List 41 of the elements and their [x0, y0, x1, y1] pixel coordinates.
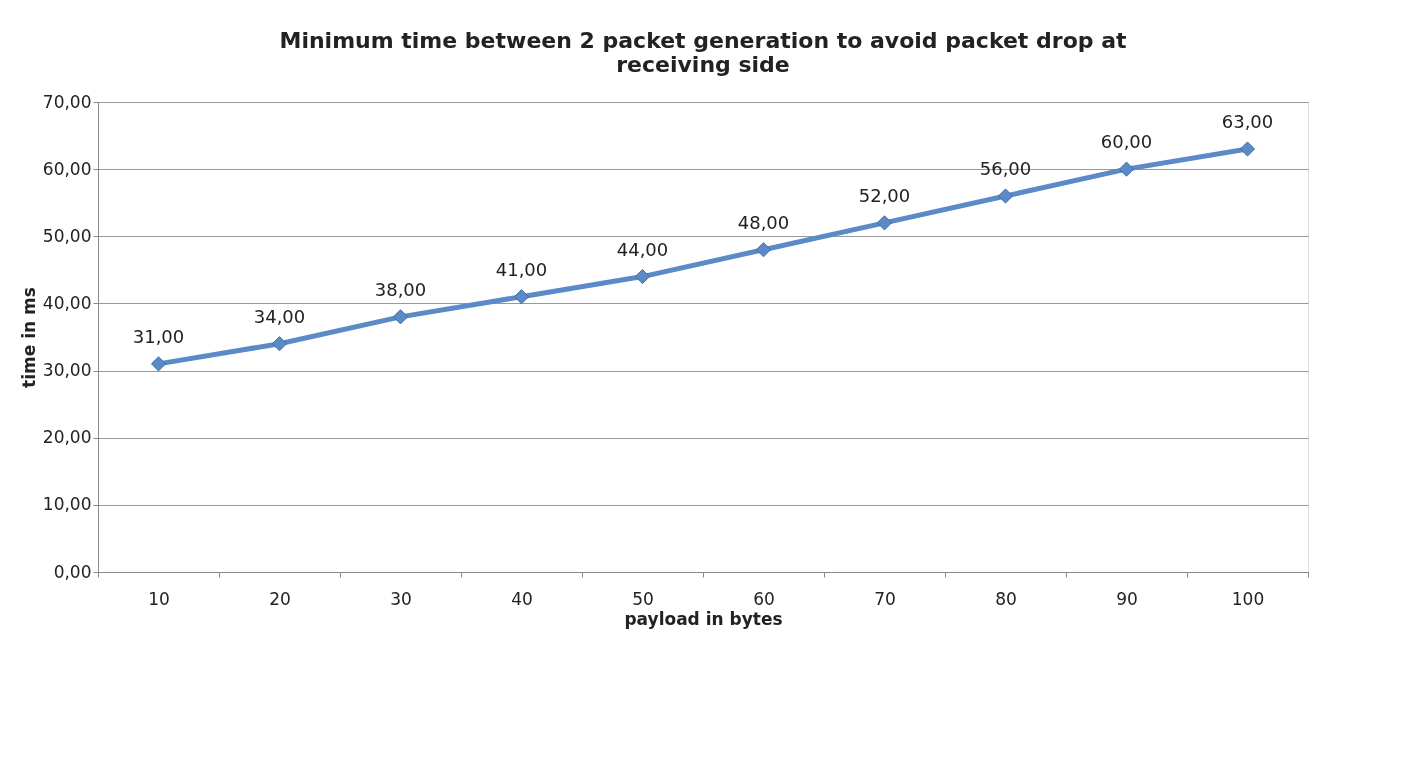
point	[755, 242, 772, 258]
y-tick-label: 30,00	[42, 360, 92, 381]
data-label: 60,00	[1100, 131, 1153, 153]
x-tick-label: 80	[995, 588, 1017, 609]
data-label: 38,00	[374, 278, 427, 300]
data-label: 34,00	[253, 305, 306, 327]
x-tick-label: 40	[511, 588, 533, 609]
x-axis-title: payload in bytes	[624, 608, 783, 629]
data-label: 56,00	[979, 158, 1032, 179]
y-tick-label: 50,00	[42, 225, 92, 246]
x-tick-label: 10	[148, 588, 170, 609]
x-tick-label: 50	[632, 588, 654, 609]
x-tick-label: 30	[390, 588, 412, 609]
point	[1239, 141, 1256, 157]
y-tick-label: 70,00	[42, 91, 92, 112]
point	[150, 356, 167, 372]
point	[271, 336, 288, 352]
data-label: 41,00	[495, 258, 548, 280]
y-tick-label: 60,00	[42, 158, 92, 179]
point	[513, 289, 530, 305]
data-label: 44,00	[616, 238, 669, 260]
point	[634, 269, 651, 285]
data-label: 31,00	[132, 325, 185, 347]
data-label: 52,00	[858, 184, 911, 206]
x-tick-label: 70	[874, 588, 896, 609]
point	[392, 309, 409, 325]
point	[876, 215, 893, 231]
chart-title: Minimum time between 2 packet generation to avoid packet drop at receiving side	[279, 28, 1127, 77]
x-tick-label: 20	[269, 588, 291, 609]
x-tick-label: 90	[1116, 588, 1138, 609]
y-tick-label: 0,00	[53, 561, 92, 582]
y-tick-label: 10,00	[42, 494, 92, 515]
data-label: 63,00	[1221, 111, 1274, 132]
y-axis-title: time in ms	[18, 287, 39, 388]
y-tick-label: 20,00	[42, 427, 92, 448]
x-tick-label: 60	[753, 588, 775, 609]
point	[1118, 161, 1135, 177]
x-tick-label: 100	[1231, 588, 1265, 609]
y-tick-label: 40,00	[42, 292, 92, 313]
point	[997, 188, 1014, 204]
data-label: 48,00	[737, 211, 790, 233]
